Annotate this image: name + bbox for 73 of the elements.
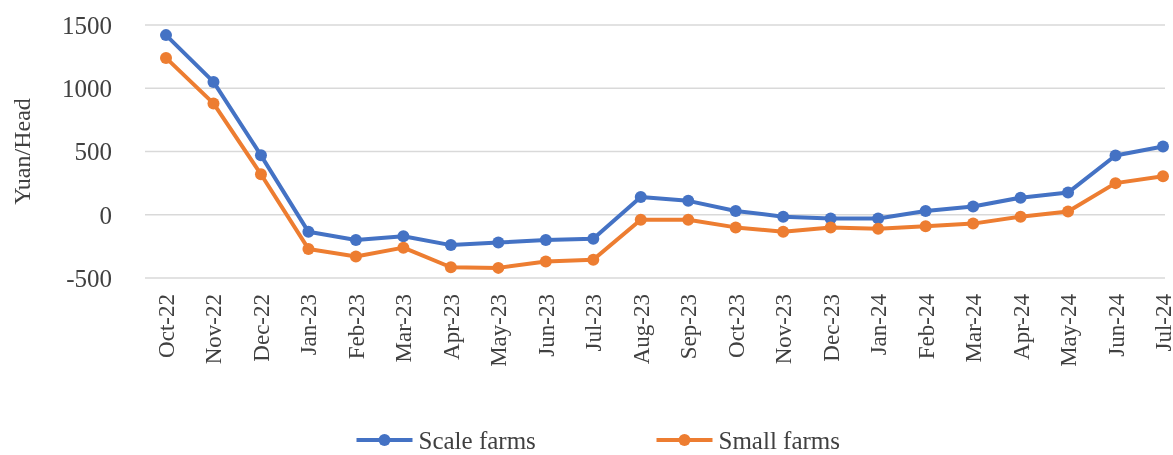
x-tick-label: Sep-23 (676, 294, 702, 360)
point (539, 255, 552, 268)
point (587, 253, 600, 266)
y-tick-label: 1500 (62, 11, 112, 39)
x-tick-label: Aug-23 (628, 294, 654, 365)
y-tick-label: 1000 (62, 75, 112, 102)
point (160, 51, 172, 64)
point (967, 200, 980, 213)
x-tick-label: May-23 (486, 294, 512, 367)
x-tick-label: Nov-22 (201, 294, 227, 365)
point (919, 204, 932, 217)
point (682, 213, 695, 226)
point (539, 234, 552, 247)
point (302, 225, 315, 238)
x-tick-label: Oct-23 (723, 294, 749, 358)
point (682, 194, 695, 207)
point (1014, 210, 1027, 223)
x-tick-label: Jun-24 (1103, 293, 1129, 357)
x-tick-label: Feb-24 (913, 293, 939, 360)
y-tick-label: 500 (74, 138, 112, 166)
point (444, 261, 457, 274)
x-tick-label: Apr-24 (1008, 293, 1034, 360)
point (729, 221, 742, 234)
point (1157, 170, 1169, 183)
point (967, 217, 980, 230)
point (349, 250, 362, 263)
y-tick-label: -500 (66, 264, 112, 292)
point (1109, 149, 1122, 162)
x-tick-label: Apr-23 (438, 294, 464, 360)
point (397, 241, 410, 254)
legend-label: Scale farms (418, 426, 536, 454)
x-tick-label: Mar-24 (961, 293, 987, 363)
point (254, 168, 267, 181)
point (634, 191, 647, 204)
point (587, 232, 600, 245)
x-tick-label: Jul-23 (581, 294, 607, 352)
point (444, 239, 457, 252)
point (349, 234, 362, 247)
x-tick-label: Jul-24 (1151, 293, 1173, 352)
point (777, 225, 790, 238)
point (160, 29, 172, 42)
point (872, 212, 885, 225)
x-tick-label: May-24 (1056, 293, 1082, 367)
point (254, 149, 267, 162)
x-tick-label: Jan-24 (866, 293, 892, 356)
point (634, 213, 647, 226)
y-tick-label: 0 (99, 201, 112, 229)
x-tick-label: Dec-23 (818, 294, 844, 362)
point (207, 97, 220, 110)
point (397, 230, 410, 243)
point (777, 210, 790, 223)
x-tick-label: Feb-23 (343, 294, 369, 360)
x-tick-label: Oct-22 (154, 294, 179, 358)
point (1109, 177, 1122, 190)
point (1157, 140, 1169, 153)
point (1062, 205, 1075, 218)
point (302, 242, 315, 255)
y-axis-title: Yuan/Head (9, 98, 35, 205)
point (492, 236, 505, 249)
x-tick-label: Nov-23 (771, 294, 797, 365)
point (824, 221, 837, 234)
legend-label: Small farms (718, 426, 841, 454)
x-tick-label: Jan-23 (296, 294, 322, 356)
point (492, 261, 505, 274)
point (207, 75, 220, 88)
point (729, 204, 742, 217)
x-tick-label: Jun-23 (533, 294, 559, 357)
point (1062, 186, 1075, 199)
x-tick-label: Dec-22 (248, 294, 274, 362)
point (1014, 191, 1027, 204)
point (919, 220, 932, 233)
point (872, 222, 885, 235)
x-tick-label: Mar-23 (391, 294, 417, 363)
